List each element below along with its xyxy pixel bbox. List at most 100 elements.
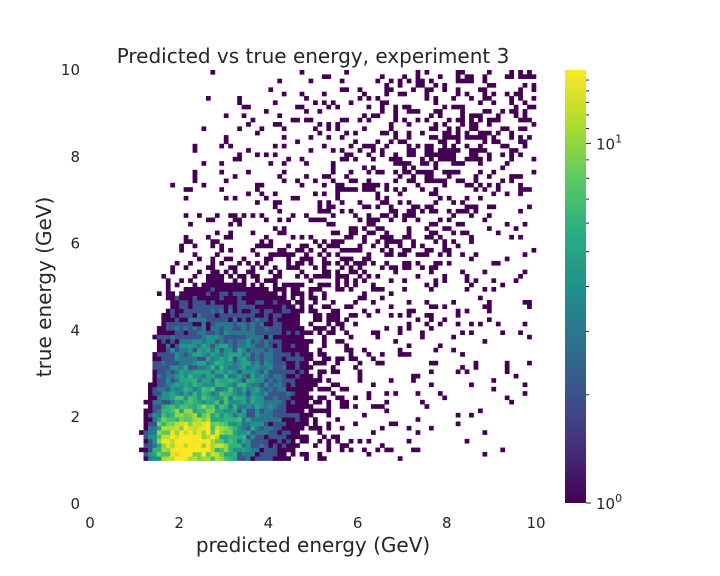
- heatmap-cell: [469, 117, 474, 123]
- heatmap-cell: [509, 74, 514, 79]
- heatmap-cell: [250, 117, 256, 123]
- heatmap-cell: [482, 135, 488, 140]
- heatmap-cell: [281, 126, 287, 132]
- heatmap-cell: [232, 373, 238, 379]
- heatmap-cell: [210, 443, 216, 448]
- heatmap-cell: [424, 300, 430, 305]
- heatmap-cell: [330, 391, 336, 396]
- heatmap-cell: [491, 378, 497, 383]
- heatmap-cell: [428, 204, 434, 210]
- heatmap-cell: [379, 360, 385, 366]
- heatmap-cell: [299, 382, 305, 388]
- heatmap-cell: [415, 447, 421, 453]
- heatmap-cell: [335, 395, 341, 401]
- heatmap-cell: [357, 369, 363, 375]
- heatmap-cell: [522, 382, 528, 388]
- heatmap-cell: [321, 191, 327, 197]
- heatmap-cell: [531, 83, 537, 88]
- heatmap-cell: [379, 247, 385, 253]
- heatmap-cell: [183, 300, 189, 305]
- heatmap-cell: [170, 352, 176, 357]
- heatmap-cell: [295, 425, 300, 431]
- heatmap-cell: [451, 156, 457, 162]
- heatmap-cell: [286, 321, 291, 327]
- heatmap-cell: [201, 161, 207, 166]
- heatmap-cell: [192, 343, 198, 349]
- heatmap-cell: [161, 399, 167, 405]
- heatmap-cell: [290, 313, 296, 318]
- heatmap-cell: [183, 373, 189, 379]
- heatmap-cell: [473, 113, 479, 119]
- heatmap-cell: [428, 135, 434, 140]
- x-axis-ticks: 0 2 4 6 8 10: [85, 514, 545, 532]
- heatmap-cell: [214, 395, 220, 401]
- heatmap-cell: [263, 456, 269, 461]
- heatmap-cell: [188, 295, 193, 301]
- heatmap-cell: [179, 391, 184, 396]
- heatmap-cell: [201, 126, 207, 132]
- heatmap-cell: [174, 430, 180, 435]
- heatmap-cell: [366, 178, 372, 184]
- heatmap-cell: [397, 239, 403, 244]
- heatmap-cell: [370, 113, 376, 119]
- heatmap-cell: [250, 421, 256, 427]
- heatmap-cell: [197, 399, 202, 405]
- heatmap-cell: [241, 425, 247, 431]
- heatmap-cell: [197, 369, 202, 375]
- heatmap-cell: [174, 317, 180, 323]
- heatmap-cell: [437, 391, 443, 396]
- heatmap-cell: [188, 287, 193, 292]
- heatmap-cell: [214, 282, 220, 288]
- heatmap-cell: [179, 382, 184, 388]
- heatmap-cell: [326, 443, 332, 448]
- heatmap-cell: [286, 265, 291, 270]
- heatmap-cell: [353, 156, 358, 162]
- heatmap-cell: [268, 391, 274, 396]
- heatmap-cell: [362, 126, 367, 132]
- heatmap-cell: [183, 304, 189, 309]
- heatmap-cell: [442, 395, 448, 401]
- heatmap-cell: [281, 378, 287, 383]
- heatmap-cell: [384, 447, 390, 453]
- heatmap-cell: [473, 174, 479, 179]
- heatmap-cell: [179, 247, 184, 253]
- heatmap-cell: [339, 256, 345, 262]
- heatmap-cell: [201, 391, 207, 396]
- heatmap-cell: [304, 356, 309, 362]
- heatmap-cell: [295, 287, 300, 292]
- heatmap-cell: [326, 408, 332, 414]
- heatmap-cell: [188, 421, 193, 427]
- heatmap-cell: [281, 382, 287, 388]
- heatmap-cell: [469, 213, 474, 218]
- heatmap-cell: [259, 365, 265, 370]
- heatmap-cell: [232, 326, 238, 331]
- heatmap-cell: [326, 330, 332, 336]
- heatmap-cell: [411, 87, 416, 92]
- heatmap-cell: [272, 369, 278, 375]
- heatmap-cell: [237, 326, 242, 331]
- heatmap-cell: [446, 226, 452, 231]
- heatmap-cell: [415, 117, 421, 123]
- heatmap-cell: [228, 273, 234, 279]
- heatmap-cell: [335, 195, 341, 201]
- heatmap-cell: [188, 291, 193, 296]
- heatmap-cell: [259, 412, 265, 418]
- heatmap-cell: [433, 191, 439, 197]
- heatmap-cell: [406, 152, 412, 158]
- heatmap-cell: [255, 408, 260, 414]
- heatmap-cell: [375, 113, 381, 119]
- heatmap-cell: [268, 239, 274, 244]
- heatmap-cell: [201, 339, 207, 344]
- heatmap-cell: [277, 313, 283, 318]
- heatmap-cell: [326, 412, 332, 418]
- heatmap-cell: [290, 404, 296, 409]
- heatmap-cell: [255, 308, 260, 314]
- heatmap-cell: [156, 443, 162, 448]
- heatmap-cell: [214, 417, 220, 422]
- heatmap-cell: [170, 182, 176, 188]
- heatmap-cell: [179, 434, 184, 440]
- heatmap-cell: [335, 287, 341, 292]
- heatmap-cell: [388, 265, 394, 270]
- heatmap-cell: [259, 343, 265, 349]
- heatmap-cell: [326, 252, 332, 257]
